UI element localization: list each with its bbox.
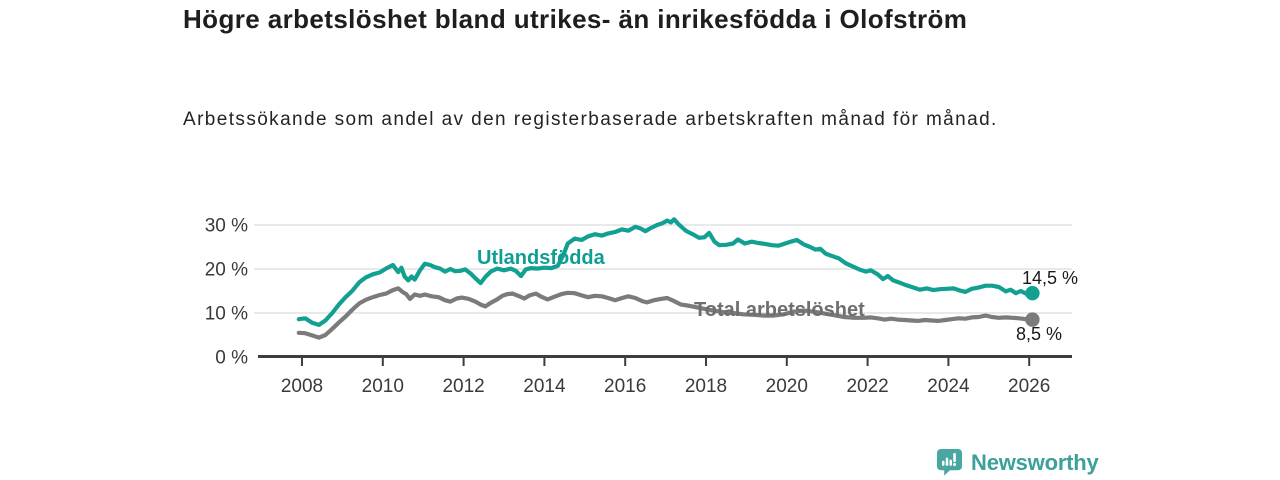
chart-subtitle: Arbetssökande som andel av den registerb… [183, 109, 998, 130]
series-line-total-arbetsloshet [296, 286, 1035, 340]
chart-title: Högre arbetslöshet bland utrikes- än inr… [183, 4, 968, 34]
x-tick-label: 2012 [442, 376, 484, 397]
end-value-label-total-arbetsloshet: 8,5 % [1016, 324, 1062, 344]
newsworthy-logo[interactable]: Newsworthy [936, 448, 1099, 476]
series-label-utlandsfodda: Utlandsfödda [477, 247, 606, 269]
end-value-label-utlandsfodda: 14,5 % [1022, 268, 1078, 288]
series-lines [296, 217, 1035, 340]
y-axis-tick-labels: 0 % 10 % 20 % 30 % [205, 216, 248, 369]
y-tick-label: 10 % [205, 304, 248, 325]
x-tick-label: 2020 [766, 376, 808, 397]
x-tick-label: 2008 [281, 376, 323, 397]
series-end-dots [1025, 286, 1040, 327]
x-tick-label: 2010 [362, 376, 404, 397]
y-tick-label: 30 % [205, 216, 248, 237]
x-tick-label: 2022 [846, 376, 888, 397]
x-tick-label: 2014 [523, 376, 566, 397]
y-tick-label: 0 % [215, 348, 248, 369]
x-tick-label: 2026 [1008, 376, 1050, 397]
x-axis-tick-labels: 2008 2010 2012 2014 2016 2018 2020 2022 2024 2026 [281, 376, 1050, 397]
series-line-utlandsfodda [296, 217, 1035, 327]
newsworthy-icon [936, 448, 963, 476]
x-axis-ticks [301, 356, 1031, 366]
series-end-dot-utlandsfodda [1025, 286, 1040, 301]
y-tick-label: 20 % [205, 260, 248, 281]
x-tick-label: 2024 [927, 376, 970, 397]
x-tick-label: 2018 [685, 376, 727, 397]
x-tick-label: 2016 [604, 376, 646, 397]
line-chart: 2008 2010 2012 2014 2016 2018 2020 2022 2024 2026… [205, 216, 1078, 398]
newsworthy-brand-text: Newsworthy [971, 449, 1099, 475]
series-end-dot-total-arbetsloshet [1025, 312, 1040, 327]
series-label-total-arbetsloshet: Total arbetslöshet [694, 299, 865, 321]
